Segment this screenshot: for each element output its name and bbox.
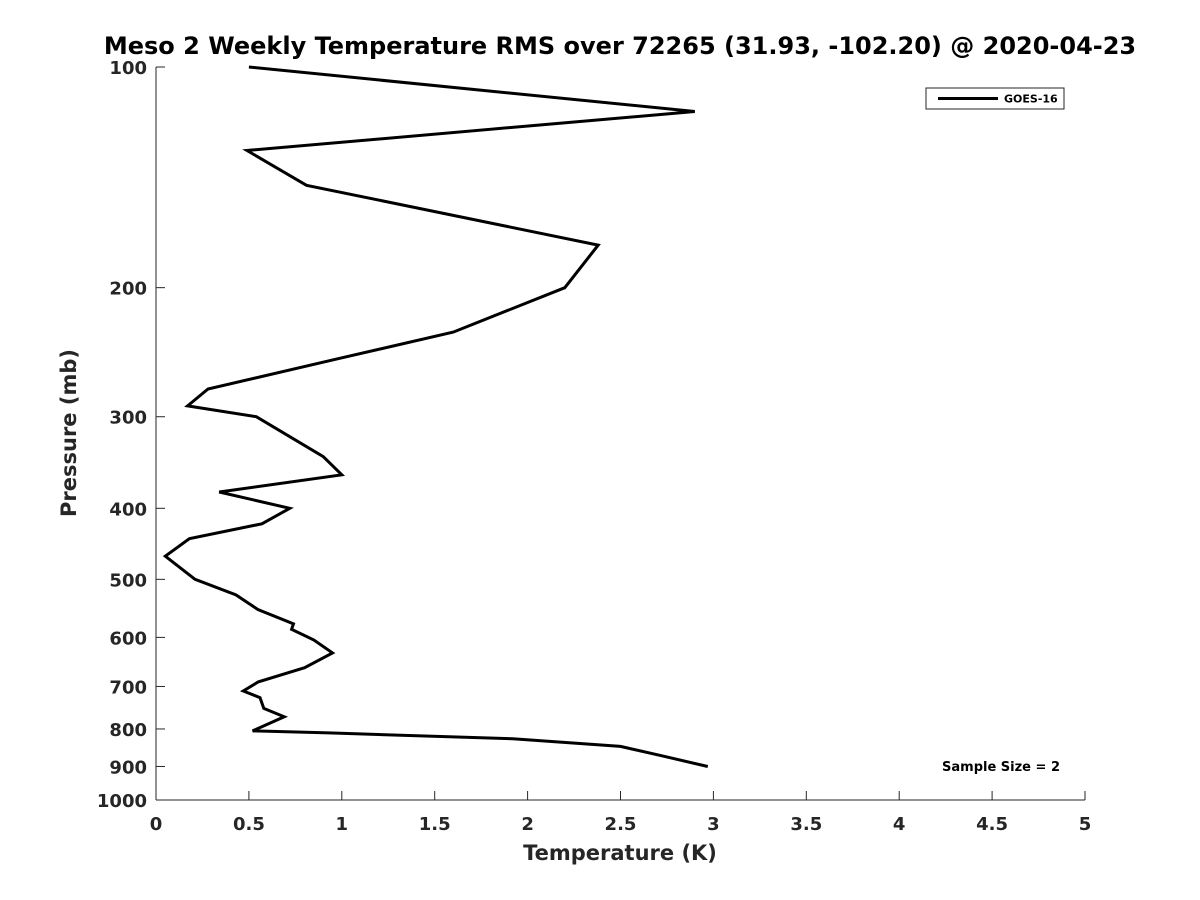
x-tick-label: 1 bbox=[336, 814, 349, 835]
y-tick-label: 800 bbox=[109, 720, 147, 741]
y-tick-label: 900 bbox=[109, 757, 147, 778]
y-tick-label: 300 bbox=[109, 408, 147, 429]
x-tick-label: 4.5 bbox=[976, 814, 1008, 835]
series-line-goes-16 bbox=[162, 65, 709, 768]
x-tick-label: 0 bbox=[150, 814, 163, 835]
x-tick-label: 3 bbox=[707, 814, 720, 835]
y-tick-label: 500 bbox=[109, 570, 147, 591]
plot-area bbox=[155, 67, 1085, 801]
y-tick-label: 700 bbox=[109, 677, 147, 698]
y-tick-label: 100 bbox=[109, 58, 147, 79]
x-tick-label: 2.5 bbox=[605, 814, 637, 835]
y-tick-label: 200 bbox=[109, 279, 147, 300]
series-layer bbox=[162, 65, 709, 768]
y-axis-ticks: 100 200 300 400 500 600 700 800 900 1000 bbox=[97, 58, 165, 812]
y-tick-label: 400 bbox=[109, 499, 147, 520]
x-tick-label: 2 bbox=[521, 814, 534, 835]
x-tick-label: 1.5 bbox=[419, 814, 451, 835]
y-tick-label: 1000 bbox=[97, 791, 147, 812]
x-tick-label: 0.5 bbox=[233, 814, 265, 835]
x-tick-label: 4 bbox=[893, 814, 906, 835]
chart-title: Meso 2 Weekly Temperature RMS over 72265… bbox=[104, 32, 1136, 60]
legend: GOES-16 bbox=[925, 87, 1065, 110]
y-tick-label: 600 bbox=[109, 628, 147, 649]
x-axis-label: Temperature (K) bbox=[523, 841, 717, 865]
x-tick-label: 3.5 bbox=[790, 814, 822, 835]
legend-label-goes-16: GOES-16 bbox=[1004, 93, 1058, 106]
x-tick-label: 5 bbox=[1079, 814, 1092, 835]
x-axis-ticks: 0 0.5 1 1.5 2 2.5 3 3.5 4 4.5 5 bbox=[150, 791, 1092, 835]
y-axis-label: Pressure (mb) bbox=[57, 349, 81, 517]
sample-size-annotation: Sample Size = 2 bbox=[942, 760, 1060, 775]
